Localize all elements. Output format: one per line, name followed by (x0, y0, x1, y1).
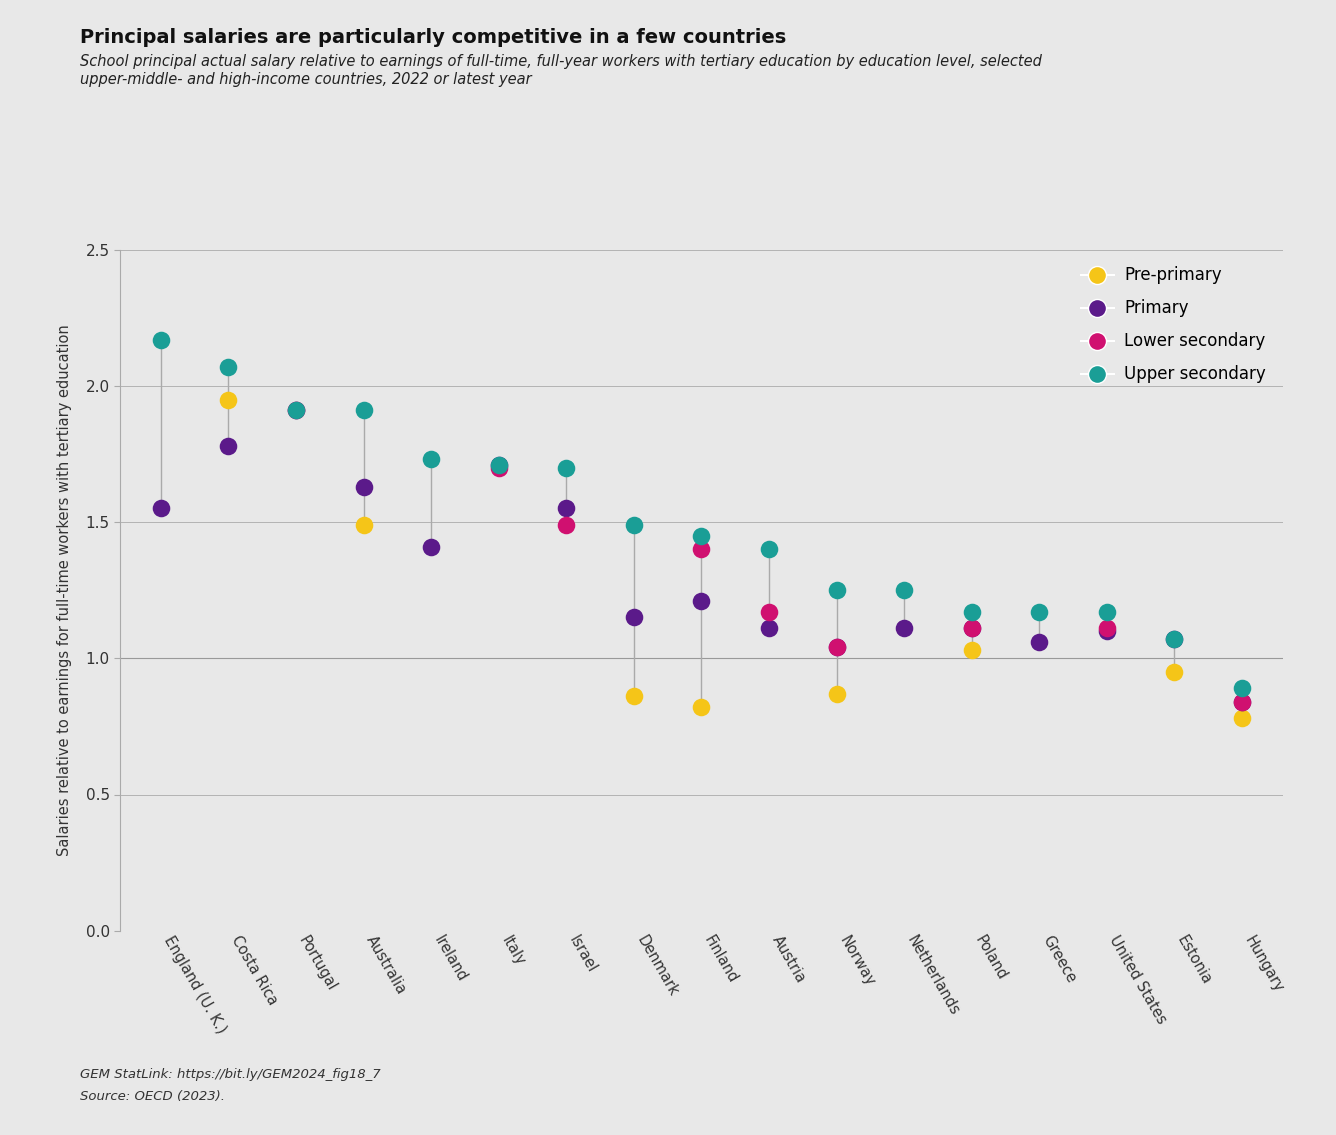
Point (1096, 622, 1117, 640)
Point (488, 459, 509, 477)
Point (894, 581, 915, 599)
Point (759, 603, 780, 621)
Legend: Pre-primary, Primary, Lower secondary, Upper secondary: Pre-primary, Primary, Lower secondary, U… (1073, 258, 1275, 392)
Point (961, 620, 982, 638)
Text: Source: OECD (2023).: Source: OECD (2023). (80, 1091, 226, 1103)
Point (961, 641, 982, 659)
Point (1029, 633, 1050, 651)
Point (150, 330, 171, 348)
Point (286, 402, 307, 420)
Point (691, 698, 712, 716)
Point (421, 538, 442, 556)
Point (286, 402, 307, 420)
Point (1232, 679, 1253, 697)
Y-axis label: Salaries relative to earnings for full-time workers with tertiary education: Salaries relative to earnings for full-t… (57, 325, 72, 856)
Point (218, 358, 239, 376)
Point (218, 390, 239, 409)
Point (1164, 630, 1185, 648)
Point (488, 456, 509, 474)
Point (1232, 709, 1253, 728)
Point (1164, 663, 1185, 681)
Point (1096, 620, 1117, 638)
Point (759, 540, 780, 558)
Point (1096, 603, 1117, 621)
Point (1029, 603, 1050, 621)
Point (1164, 630, 1185, 648)
Point (759, 620, 780, 638)
Point (218, 437, 239, 455)
Point (488, 456, 509, 474)
Point (961, 603, 982, 621)
Text: School principal actual salary relative to earnings of full-time, full-year work: School principal actual salary relative … (80, 54, 1042, 87)
Point (353, 402, 374, 420)
Text: Principal salaries are particularly competitive in a few countries: Principal salaries are particularly comp… (80, 28, 787, 48)
Point (826, 684, 847, 703)
Point (556, 459, 577, 477)
Point (826, 581, 847, 599)
Point (826, 638, 847, 656)
Point (556, 499, 577, 518)
Point (623, 515, 644, 533)
Point (1232, 692, 1253, 711)
Text: GEM StatLink: https://bit.ly/GEM2024_fig18_7: GEM StatLink: https://bit.ly/GEM2024_fig… (80, 1068, 381, 1081)
Point (894, 620, 915, 638)
Point (150, 499, 171, 518)
Point (961, 620, 982, 638)
Point (286, 402, 307, 420)
Point (623, 688, 644, 706)
Point (691, 540, 712, 558)
Point (691, 592, 712, 611)
Point (1232, 692, 1253, 711)
Point (826, 638, 847, 656)
Point (353, 515, 374, 533)
Point (353, 478, 374, 496)
Point (691, 527, 712, 545)
Point (623, 608, 644, 627)
Point (421, 451, 442, 469)
Point (556, 515, 577, 533)
